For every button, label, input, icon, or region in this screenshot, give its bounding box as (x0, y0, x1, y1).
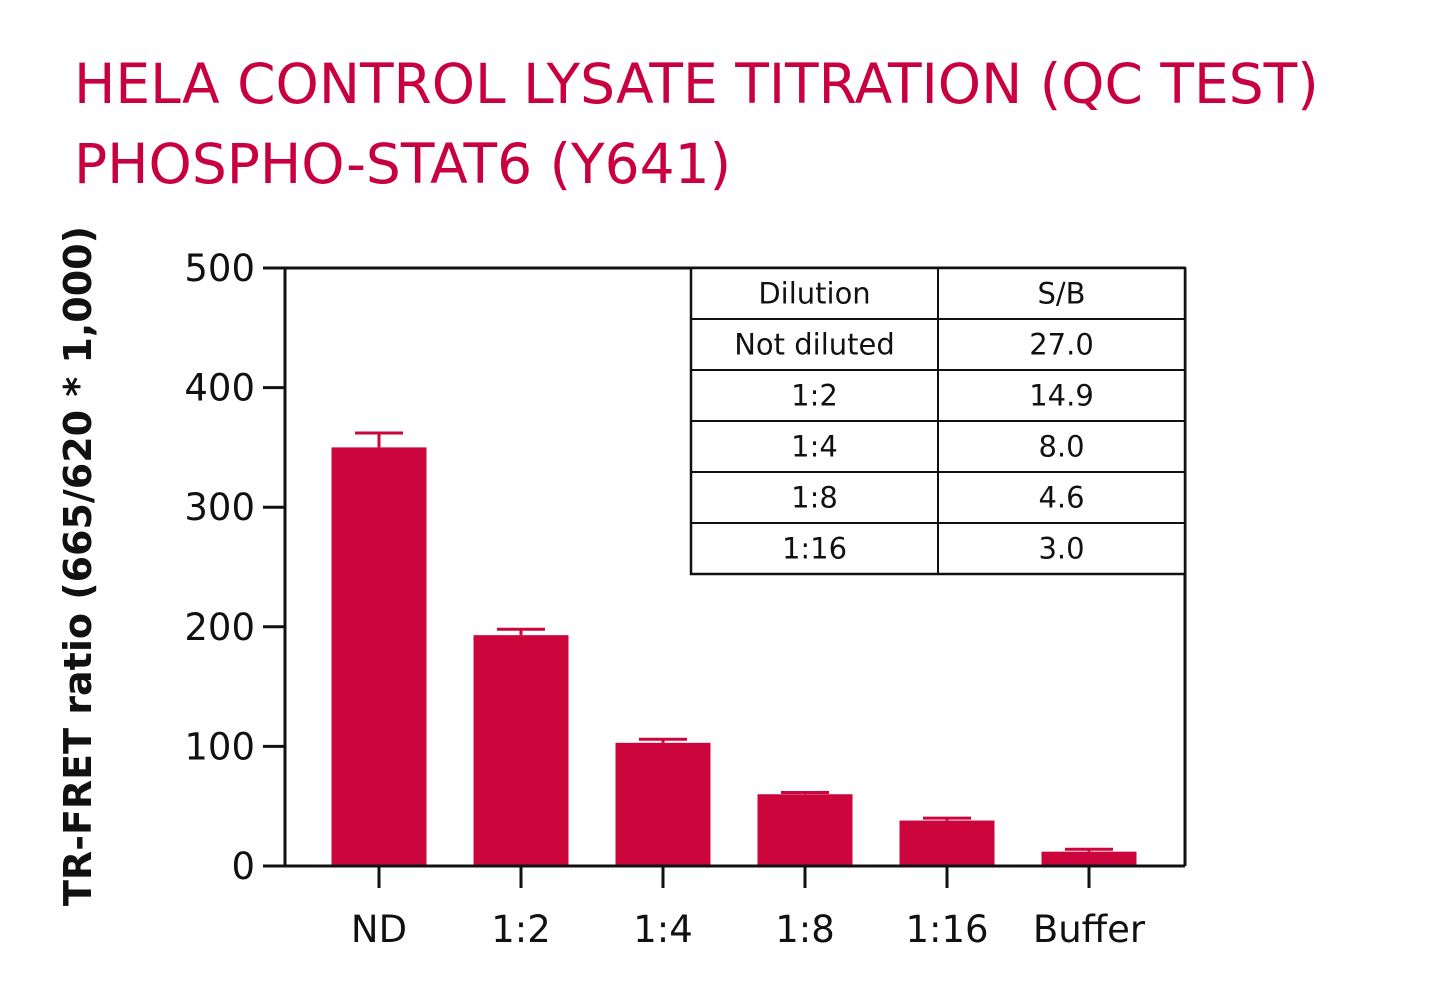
chart-title-line-1: HELA CONTROL LYSATE TITRATION (QC TEST) (74, 52, 1319, 116)
table-cell: 4.6 (1038, 481, 1084, 515)
bar-nd (331, 447, 427, 866)
table-header-cell: Dilution (758, 277, 870, 311)
bar-buffer (1041, 851, 1137, 866)
table-cell: 27.0 (1029, 328, 1094, 362)
y-tick-label: 0 (231, 845, 255, 888)
table-cell: 3.0 (1038, 532, 1084, 566)
bar-1-8 (757, 794, 853, 866)
x-tick-label: Buffer (1033, 908, 1146, 951)
y-tick-label: 200 (184, 606, 255, 649)
table-cell: Not diluted (734, 328, 895, 362)
table-cell: 1:2 (791, 379, 838, 413)
x-tick-label: 1:2 (491, 908, 551, 951)
chart-title-line-2: PHOSPHO-STAT6 (Y641) (74, 132, 732, 196)
x-tick-label: 1:16 (905, 908, 988, 951)
y-tick-label: 400 (184, 367, 255, 410)
bars-layer (331, 431, 1137, 866)
x-tick-label: 1:4 (633, 908, 693, 951)
y-axis-label: TR-FRET ratio (665/620 * 1,000) (56, 226, 100, 906)
table-cell: 8.0 (1038, 430, 1084, 464)
table-cell: 14.9 (1029, 379, 1094, 413)
bar-1-2 (473, 635, 569, 866)
bar-1-4 (615, 742, 711, 866)
bar-1-16 (899, 820, 995, 866)
x-tick-label: 1:8 (775, 908, 835, 951)
table-cell: 1:16 (782, 532, 847, 566)
table-header-cell: S/B (1037, 277, 1085, 311)
y-tick-label: 300 (184, 486, 255, 529)
y-tick-label: 100 (184, 725, 255, 768)
x-tick-label: ND (351, 908, 407, 951)
y-tick-label: 500 (184, 247, 255, 290)
inset-table: Dilution S/B Not diluted 27.0 1:2 14.9 1:4 8.0 1… (689, 266, 1187, 576)
table-cell: 1:4 (791, 430, 838, 464)
table-cell: 1:8 (791, 481, 838, 515)
